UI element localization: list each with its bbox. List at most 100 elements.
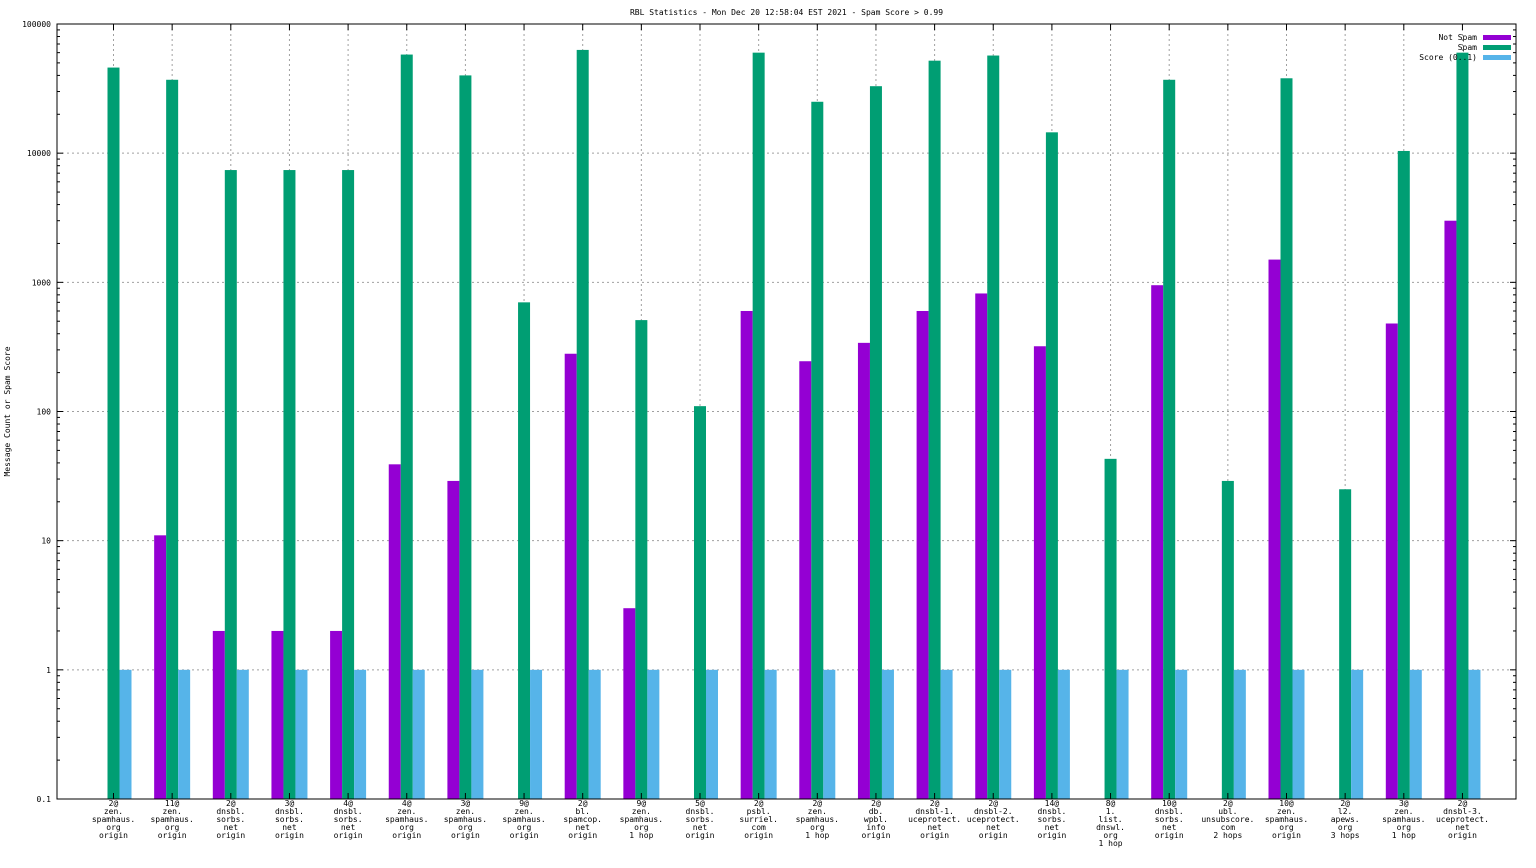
bar-score-0-1: [530, 669, 543, 799]
bar-not-spam: [623, 608, 636, 799]
x-category-label-line: origin: [275, 831, 304, 840]
bar-not-spam: [740, 310, 753, 799]
bar-spam: [342, 170, 355, 800]
x-category-label-line: spamhaus.: [385, 815, 428, 824]
x-category-label-line: 2@: [109, 799, 119, 808]
bar-score-0-1: [412, 669, 425, 799]
plot-border: [56, 23, 1517, 800]
x-category-label-line: 3 hops: [1331, 831, 1360, 840]
x-category-label-line: 2@: [871, 799, 881, 808]
y-axis-label: Message Count or Spam Score: [3, 346, 12, 476]
x-category-label-line: spamhaus.: [150, 815, 193, 824]
x-category-label-line: origin: [920, 831, 949, 840]
bar-not-spam: [212, 630, 225, 799]
x-category-label-line: origin: [334, 831, 363, 840]
x-category-labels: 2@zen.spamhaus.orgorigin11@zen.spamhaus.…: [92, 799, 1489, 848]
bar-score-0-1: [1351, 669, 1364, 799]
x-category-label-line: 4@: [402, 799, 412, 808]
x-category-label-line: 1.: [1106, 807, 1116, 816]
x-category-label-line: dnsbl.: [1037, 807, 1066, 816]
x-category-label-line: dnsbl-2.: [974, 807, 1013, 816]
x-category-label-line: net: [1162, 823, 1177, 832]
x-category-label-line: origin: [510, 831, 539, 840]
x-category-label-line: net: [927, 823, 942, 832]
x-category-label-line: org: [400, 823, 415, 832]
bar-spam: [166, 79, 179, 800]
bar-spam: [576, 49, 589, 799]
bar-spam: [635, 320, 648, 799]
x-category-label-line: 9@: [519, 799, 529, 808]
x-category-label-line: list.: [1099, 815, 1123, 824]
axes: [56, 23, 1517, 800]
x-category-label-line: l2.: [1338, 807, 1352, 816]
bar-score-0-1: [764, 669, 777, 799]
x-category-label-line: zen.: [104, 807, 123, 816]
x-category-label-line: 2@: [754, 799, 764, 808]
bar-spam: [518, 302, 531, 799]
bar-not-spam: [271, 630, 284, 799]
x-category-label-line: bl.: [575, 807, 589, 816]
bar-spam: [400, 54, 413, 800]
bar-spam: [107, 67, 120, 800]
x-category-label-line: dnsbl-3.: [1443, 807, 1482, 816]
bar-score-0-1: [647, 669, 660, 799]
x-category-label-line: uceprotect.: [908, 815, 961, 824]
bar-not-spam: [1444, 220, 1457, 799]
bar-not-spam: [799, 361, 812, 799]
x-category-label-line: net: [986, 823, 1001, 832]
legend-label: Spam: [1458, 43, 1477, 52]
bar-score-0-1: [881, 669, 894, 799]
bar-spam: [224, 170, 237, 800]
x-category-label-line: origin: [744, 831, 773, 840]
bar-score-0-1: [1175, 669, 1188, 799]
bar-spam: [928, 60, 941, 799]
bar-spam: [694, 406, 706, 799]
x-category-label-line: origin: [158, 831, 187, 840]
x-category-label-line: org: [1397, 823, 1412, 832]
x-category-label-line: sorbs.: [1037, 815, 1066, 824]
x-category-label-line: 1 hop: [629, 831, 653, 840]
y-tick-label: 1000: [32, 278, 51, 287]
x-category-label-line: com: [751, 823, 766, 832]
bar-not-spam: [1033, 346, 1046, 799]
bar-spam: [459, 75, 472, 800]
bar-not-spam: [447, 480, 460, 799]
legend-label: Not Spam: [1438, 33, 1477, 42]
x-category-label-line: net: [282, 823, 297, 832]
bar-score-0-1: [236, 669, 249, 799]
bar-not-spam: [1268, 259, 1281, 799]
bar-spam: [752, 52, 765, 800]
legend-swatch: [1483, 35, 1511, 40]
x-category-label-line: org: [634, 823, 649, 832]
x-category-label-line: 2@: [578, 799, 588, 808]
x-category-label-line: 9@: [637, 799, 647, 808]
bar-score-0-1: [1409, 669, 1422, 799]
x-category-label-line: zen.: [808, 807, 827, 816]
chart-title: RBL Statistics - Mon Dec 20 12:58:04 EST…: [630, 8, 943, 17]
x-category-label-line: surriel.: [739, 815, 778, 824]
x-category-label-line: dnsbl.: [686, 807, 715, 816]
x-category-label-line: org: [458, 823, 473, 832]
x-category-label-line: origin: [99, 831, 128, 840]
x-category-label-line: org: [517, 823, 532, 832]
x-category-label-line: apews.: [1331, 815, 1360, 824]
x-category-label-line: dnsbl.: [334, 807, 363, 816]
x-category-label-line: com: [1221, 823, 1236, 832]
bar-score-0-1: [940, 669, 953, 799]
legend-label: Score (0..1): [1419, 53, 1477, 62]
bar-spam: [811, 101, 824, 799]
x-category-label-line: org: [1279, 823, 1294, 832]
bar-score-0-1: [1292, 669, 1305, 799]
x-category-label-line: 2@: [988, 799, 998, 808]
bar-not-spam: [330, 630, 343, 799]
x-category-label-line: info: [866, 823, 885, 832]
x-category-label-line: spamhaus.: [620, 815, 663, 824]
x-category-label-line: net: [1455, 823, 1470, 832]
x-category-label-line: uceprotect.: [1436, 815, 1489, 824]
bar-score-0-1: [1468, 669, 1481, 799]
legend-swatch: [1483, 45, 1511, 50]
x-category-label-line: zen.: [1394, 807, 1413, 816]
bar-spam: [1280, 78, 1293, 799]
x-category-label-line: dnswl.: [1096, 823, 1125, 832]
